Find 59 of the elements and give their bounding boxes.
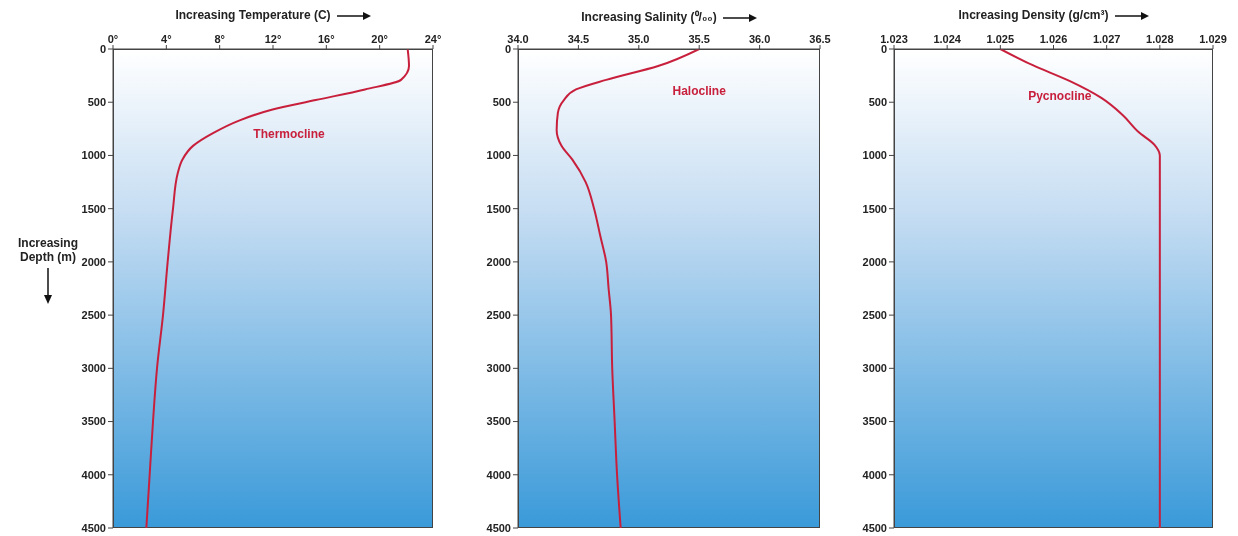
y-tick-label: 4500 xyxy=(862,521,887,534)
x-tick-label: 1.029 xyxy=(1199,33,1227,45)
annotation: Thermocline xyxy=(252,127,326,142)
y-tick-label: 4000 xyxy=(486,468,511,481)
x-tick-label: 8° xyxy=(214,33,225,45)
x-tick-label: 36.5 xyxy=(809,33,831,45)
y-tick-label: 500 xyxy=(87,96,106,109)
y-tick-label: 3000 xyxy=(862,362,887,375)
y-tick-label: 1500 xyxy=(486,202,511,215)
y-tick-label: 2500 xyxy=(81,309,106,322)
x-axis-title: Increasing Temperature (C) xyxy=(175,8,331,22)
annotation: Pycnocline xyxy=(1027,88,1093,103)
x-tick-label: 1.025 xyxy=(986,33,1015,45)
y-tick-label: 1000 xyxy=(81,149,106,162)
y-tick-label: 2500 xyxy=(862,309,887,322)
x-tick-label: 1.028 xyxy=(1146,33,1174,45)
x-tick-label: 34.5 xyxy=(567,33,590,45)
y-tick-label: 3500 xyxy=(486,415,511,428)
y-tick-label: 0 xyxy=(504,42,511,55)
x-tick-label: 1.027 xyxy=(1092,33,1121,45)
y-tick-label: 4000 xyxy=(81,468,106,481)
x-axis-title: Increasing Density (g/cm³) xyxy=(958,8,1109,22)
x-tick-label: 24° xyxy=(424,33,442,45)
x-tick-label: 1.026 xyxy=(1039,33,1068,45)
y-tick-label: 1000 xyxy=(862,149,887,162)
x-tick-label: 1.023 xyxy=(880,33,908,45)
x-tick-label: 20° xyxy=(371,33,388,45)
y-tick-label: 3000 xyxy=(81,362,106,375)
x-tick-label: 4° xyxy=(161,33,172,45)
y-tick-label: 1500 xyxy=(81,202,106,215)
x-tick-label: 1.024 xyxy=(933,33,962,45)
y-tick-label: 4500 xyxy=(81,521,106,534)
y-tick-label: 4500 xyxy=(486,521,511,534)
x-tick-label: 0° xyxy=(107,33,119,45)
x-tick-label: 34.0 xyxy=(507,33,529,45)
x-tick-label: 35.5 xyxy=(688,33,710,45)
y-tick-label: 2000 xyxy=(862,255,887,268)
x-tick-label: 12° xyxy=(264,33,282,45)
y-axis-title: Increasing Depth (m) xyxy=(17,236,79,264)
line-series xyxy=(999,49,1161,528)
y-tick-label: 500 xyxy=(868,96,887,109)
y-tick-label: 3500 xyxy=(862,415,887,428)
y-tick-label: 500 xyxy=(492,96,511,109)
annotation: Halocline xyxy=(671,84,727,99)
y-tick-label: 0 xyxy=(880,42,887,55)
x-tick-label: 35.0 xyxy=(628,33,650,45)
y-tick-label: 4000 xyxy=(862,468,887,481)
y-tick-label: 1000 xyxy=(486,149,511,162)
y-tick-label: 0 xyxy=(99,42,106,55)
y-tick-label: 3500 xyxy=(81,415,106,428)
y-tick-label: 1500 xyxy=(862,202,887,215)
y-tick-label: 2000 xyxy=(486,255,511,268)
x-axis-title: Increasing Salinity (⁰/₀₀) xyxy=(581,10,717,24)
x-tick-label: 16° xyxy=(318,33,335,45)
line-series xyxy=(145,49,410,528)
y-tick-label: 3000 xyxy=(486,362,511,375)
y-tick-label: 2500 xyxy=(486,309,511,322)
x-tick-label: 36.0 xyxy=(748,33,771,45)
y-tick-label: 2000 xyxy=(81,255,106,268)
